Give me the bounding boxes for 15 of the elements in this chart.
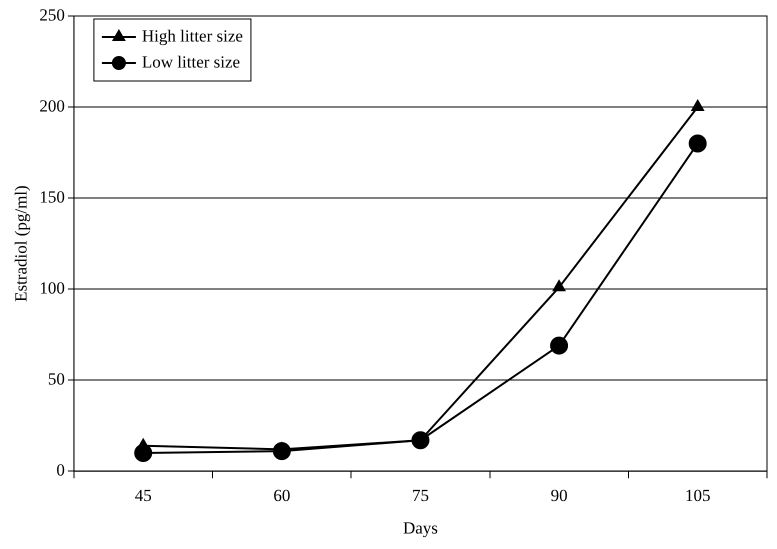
y-tick-label: 250 <box>39 5 65 24</box>
x-tick-label: 45 <box>134 486 152 505</box>
y-tick-label: 0 <box>56 460 65 480</box>
x-axis-title: Days <box>402 518 438 538</box>
y-tick-label: 150 <box>39 188 65 207</box>
x-tick-label: 105 <box>684 486 710 505</box>
x-tick-label: 60 <box>273 486 290 505</box>
x-tick-label: 75 <box>412 486 429 505</box>
y-tick-label: 50 <box>48 370 65 389</box>
legend-label: High litter size <box>142 26 243 46</box>
x-tick-label: 90 <box>550 486 568 505</box>
legend-label: Low litter size <box>142 52 240 72</box>
y-tick-label: 100 <box>39 278 65 298</box>
y-tick-label: 200 <box>39 96 65 116</box>
y-axis-title: Estradiol (pg/ml) <box>12 185 31 302</box>
